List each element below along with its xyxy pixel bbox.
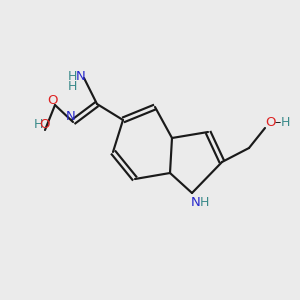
Text: O: O: [47, 94, 57, 106]
Text: H: H: [199, 196, 209, 209]
Text: H: H: [67, 80, 77, 92]
Text: N: N: [66, 110, 76, 122]
Text: H: H: [67, 70, 77, 83]
Text: H: H: [280, 116, 290, 130]
Text: O: O: [40, 118, 50, 131]
Text: –: –: [275, 116, 281, 130]
Text: O: O: [266, 116, 276, 130]
Text: N: N: [76, 70, 86, 83]
Text: H: H: [33, 118, 43, 131]
Text: N: N: [191, 196, 201, 209]
